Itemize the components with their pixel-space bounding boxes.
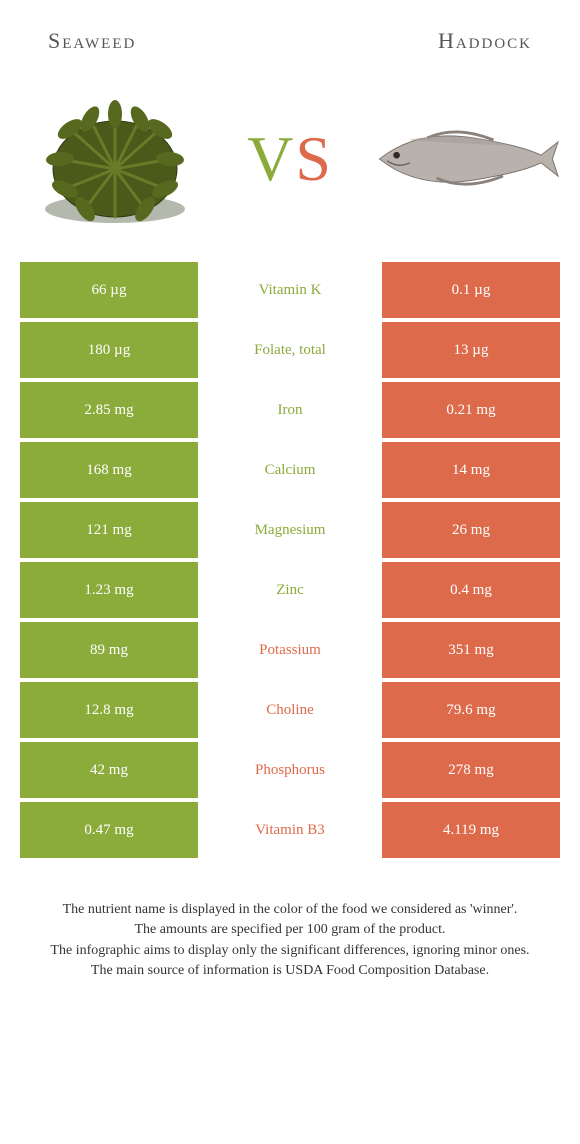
header-row: Seaweed Haddock [0,0,580,64]
nutrient-row: 12.8 mg Choline 79.6 mg [20,682,560,738]
right-value-cell: 26 mg [380,502,560,558]
right-value: 13 µg [454,342,489,359]
left-value: 180 µg [88,342,130,359]
nutrient-row: 0.47 mg Vitamin B3 4.119 mg [20,802,560,858]
left-value-cell: 0.47 mg [20,802,200,858]
nutrient-name: Folate, total [254,342,326,359]
right-value-cell: 0.1 µg [380,262,560,318]
right-value-cell: 0.21 mg [380,382,560,438]
seaweed-image [20,84,210,234]
haddock-image [370,84,560,234]
nutrient-name-cell: Iron [200,382,380,438]
left-value-cell: 2.85 mg [20,382,200,438]
footer-line-2: The amounts are specified per 100 gram o… [28,920,552,940]
right-value: 0.21 mg [446,402,495,419]
right-food-title: Haddock [438,28,532,54]
nutrient-name: Potassium [259,642,321,659]
vs-v-letter: V [247,123,295,194]
left-food-title: Seaweed [48,28,136,54]
left-value: 42 mg [90,762,128,779]
right-value: 14 mg [452,462,490,479]
nutrient-row: 121 mg Magnesium 26 mg [20,502,560,558]
footer-line-4: The main source of information is USDA F… [28,961,552,981]
right-value-cell: 79.6 mg [380,682,560,738]
nutrient-name: Zinc [276,582,304,599]
vs-s-letter: S [295,123,333,194]
nutrient-table: 66 µgVitamin K0.1 µg180 µgFolate, total1… [20,262,560,858]
left-value-cell: 180 µg [20,322,200,378]
right-value-cell: 351 mg [380,622,560,678]
right-value-cell: 14 mg [380,442,560,498]
left-value-cell: 42 mg [20,742,200,798]
nutrient-name: Vitamin K [259,282,322,299]
left-value: 168 mg [86,462,131,479]
seaweed-icon [30,89,200,229]
nutrient-name: Choline [266,702,314,719]
left-value-cell: 1.23 mg [20,562,200,618]
nutrient-row: 168 mg Calcium 14 mg [20,442,560,498]
right-value-cell: 278 mg [380,742,560,798]
left-value-cell: 66 µg [20,262,200,318]
left-value-cell: 121 mg [20,502,200,558]
right-value-cell: 0.4 mg [380,562,560,618]
nutrient-name-cell: Vitamin K [200,262,380,318]
vs-label: VS [247,122,333,196]
right-value: 351 mg [448,642,493,659]
left-value: 12.8 mg [84,702,133,719]
left-value-cell: 168 mg [20,442,200,498]
right-value-cell: 4.119 mg [380,802,560,858]
footer-line-3: The infographic aims to display only the… [28,941,552,961]
left-value-cell: 12.8 mg [20,682,200,738]
right-value: 79.6 mg [446,702,495,719]
nutrient-name: Vitamin B3 [255,822,325,839]
nutrient-row: 2.85 mg Iron 0.21 mg [20,382,560,438]
left-value: 0.47 mg [84,822,133,839]
footer-notes: The nutrient name is displayed in the co… [0,862,580,981]
nutrient-row: 42 mg Phosphorus 278 mg [20,742,560,798]
nutrient-name: Iron [278,402,303,419]
nutrient-name: Phosphorus [255,762,325,779]
right-value: 0.4 mg [450,582,492,599]
nutrient-name: Magnesium [255,522,326,539]
nutrient-name-cell: Calcium [200,442,380,498]
nutrient-name-cell: Magnesium [200,502,380,558]
left-value: 66 µg [92,282,127,299]
right-value: 0.1 µg [452,282,491,299]
nutrient-name-cell: Phosphorus [200,742,380,798]
nutrient-name-cell: Potassium [200,622,380,678]
nutrient-row: 66 µg Vitamin K 0.1 µg [20,262,560,318]
nutrient-row: 89 mg Potassium 351 mg [20,622,560,678]
right-value: 4.119 mg [443,822,499,839]
right-value: 278 mg [448,762,493,779]
nutrient-name-cell: Folate, total [200,322,380,378]
nutrient-name-cell: Choline [200,682,380,738]
right-value-cell: 13 µg [380,322,560,378]
left-value: 2.85 mg [84,402,133,419]
left-value: 89 mg [90,642,128,659]
left-value: 121 mg [86,522,131,539]
nutrient-row: 1.23 mg Zinc 0.4 mg [20,562,560,618]
right-value: 26 mg [452,522,490,539]
nutrient-name: Calcium [265,462,316,479]
footer-line-1: The nutrient name is displayed in the co… [28,900,552,920]
left-value-cell: 89 mg [20,622,200,678]
left-value: 1.23 mg [84,582,133,599]
nutrient-name-cell: Zinc [200,562,380,618]
nutrient-row: 180 µg Folate, total 13 µg [20,322,560,378]
vs-row: VS [0,64,580,262]
fish-icon [370,119,560,199]
nutrient-name-cell: Vitamin B3 [200,802,380,858]
